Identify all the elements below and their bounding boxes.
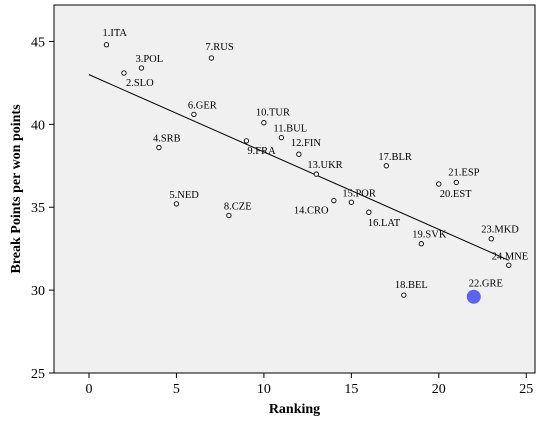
x-tick-label: 10 — [257, 382, 271, 397]
x-tick-label: 20 — [432, 382, 446, 397]
data-point — [366, 209, 372, 215]
data-point-label: 20.EST — [440, 189, 472, 200]
data-point-label: 2.SLO — [126, 78, 154, 89]
data-point — [488, 236, 494, 242]
data-point — [418, 241, 424, 247]
data-point-label: 14.CRO — [294, 206, 329, 217]
x-tick-label: 15 — [344, 382, 358, 397]
data-point-label: 7.RUS — [205, 42, 233, 53]
data-point — [121, 70, 127, 76]
data-point-label: 8.CZE — [224, 202, 252, 213]
data-point-label: 10.TUR — [256, 108, 290, 119]
x-axis-title: Ranking — [269, 402, 320, 417]
data-point-label: 22.GRE — [469, 279, 503, 290]
data-point — [208, 55, 215, 61]
data-point — [138, 65, 145, 71]
data-point — [453, 179, 459, 186]
y-axis: 25 30 35 40 45 — [31, 35, 54, 382]
data-point — [243, 138, 250, 144]
data-point-label: 16.LAT — [368, 218, 401, 229]
x-tick-label: 25 — [519, 382, 533, 397]
data-point-label: 6.GER — [188, 100, 217, 111]
data-point — [226, 212, 232, 219]
data-point-label: 1.ITA — [102, 28, 127, 39]
data-point — [313, 171, 320, 177]
data-point-highlighted — [466, 289, 481, 304]
data-point-label: 23.MKD — [481, 225, 519, 236]
y-tick-label: 45 — [31, 35, 45, 50]
y-tick-label: 30 — [31, 284, 45, 299]
data-point — [296, 151, 302, 157]
data-point-label: 5.NED — [169, 190, 199, 201]
data-point-label: 19.SVK — [412, 230, 447, 241]
y-tick-label: 25 — [31, 367, 45, 382]
data-point — [261, 120, 267, 126]
data-point — [436, 181, 442, 187]
y-tick-label: 35 — [31, 201, 45, 216]
data-point — [173, 201, 180, 207]
data-point — [103, 42, 110, 48]
data-point — [383, 163, 389, 169]
data-point-label: 12.FIN — [291, 138, 321, 149]
data-point — [156, 144, 162, 151]
y-axis-title: Break Points per won points — [9, 104, 24, 274]
data-point-label: 4.SRB — [153, 134, 181, 145]
data-point — [348, 199, 354, 205]
data-point — [506, 262, 512, 268]
data-point-label: 15.POR — [342, 188, 376, 199]
data-point — [331, 197, 337, 204]
x-axis: 0 5 10 15 20 25 — [85, 373, 533, 397]
data-point-label: 21.ESP — [448, 167, 479, 178]
data-point-label: 3.POL — [135, 54, 163, 65]
data-point — [191, 111, 197, 118]
plot-area — [53, 4, 536, 374]
data-point-label: 17.BLR — [378, 152, 412, 163]
fit-line — [88, 74, 509, 261]
data-point-label: 18.BEL — [395, 280, 428, 291]
data-point-label: 13.UKR — [307, 160, 342, 171]
x-tick-label: 0 — [85, 382, 92, 397]
data-points: 1.ITA 2.SLO 3.POL 4.SRB 5.NED 6.GER 7.RUS 8.CZE… — [102, 28, 528, 304]
data-point-label: 24.MNE — [492, 251, 528, 262]
data-point-label: 9.FRA — [247, 146, 276, 157]
data-point-label: 11.BUL — [273, 124, 307, 135]
y-tick-label: 40 — [31, 118, 45, 133]
x-tick-label: 5 — [173, 382, 180, 397]
data-point — [401, 292, 407, 298]
data-point — [278, 134, 285, 141]
